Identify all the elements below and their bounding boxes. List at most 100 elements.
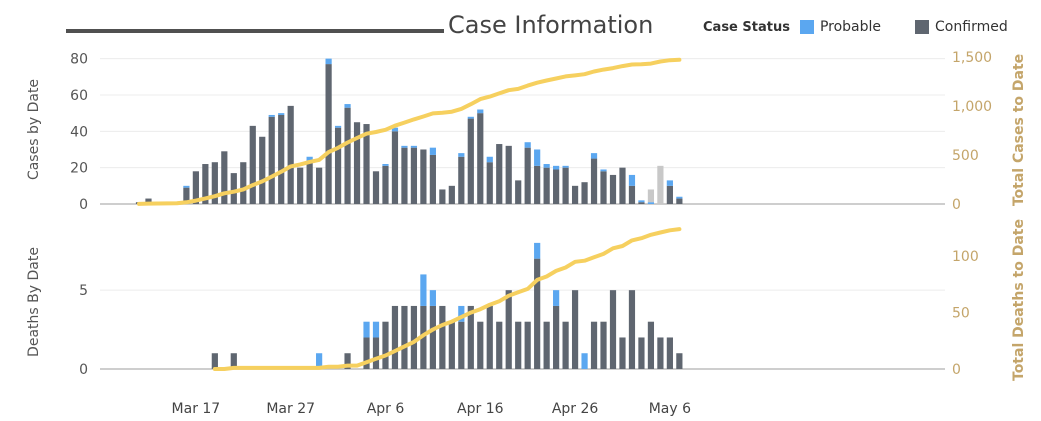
- deaths-bar-confirmed[interactable]: [562, 321, 569, 369]
- deaths-bar-probable[interactable]: [363, 321, 370, 338]
- deaths-bar-confirmed[interactable]: [600, 321, 607, 369]
- deaths-bar-confirmed[interactable]: [230, 353, 237, 369]
- cases-bar-confirmed[interactable]: [401, 147, 408, 204]
- deaths-bar-confirmed[interactable]: [657, 337, 664, 369]
- cases-bar-confirmed[interactable]: [638, 202, 645, 204]
- deaths-bar-confirmed[interactable]: [477, 321, 484, 369]
- cases-bar-probable[interactable]: [334, 125, 342, 128]
- cases-bar-confirmed[interactable]: [448, 185, 455, 204]
- cases-bar-confirmed[interactable]: [590, 158, 598, 204]
- cases-bar-confirmed[interactable]: [562, 167, 569, 204]
- cases-bar-confirmed[interactable]: [571, 185, 579, 204]
- deaths-bar-confirmed[interactable]: [344, 353, 351, 369]
- cases-bar-confirmed[interactable]: [211, 162, 218, 204]
- cases-bar-confirmed[interactable]: [183, 187, 190, 204]
- cases-bar-probable[interactable]: [600, 169, 607, 172]
- cases-bar-confirmed[interactable]: [344, 107, 351, 204]
- cases-bar-confirmed[interactable]: [619, 167, 626, 204]
- cases-bar-probable[interactable]: [647, 202, 655, 204]
- cases-bar-confirmed[interactable]: [382, 165, 389, 204]
- cases-bar-confirmed[interactable]: [325, 64, 332, 205]
- cases-bar-probable[interactable]: [543, 164, 550, 168]
- legend-item-probable[interactable]: Probable: [799, 19, 881, 35]
- cases-bar-confirmed[interactable]: [543, 167, 550, 204]
- deaths-bar-confirmed[interactable]: [486, 305, 493, 369]
- cases-bar-confirmed[interactable]: [202, 164, 209, 204]
- cases-bar-confirmed[interactable]: [221, 151, 228, 204]
- cases-bar-probable[interactable]: [676, 196, 683, 199]
- cases-bar-pending[interactable]: [657, 165, 664, 204]
- cases-bar-confirmed[interactable]: [666, 185, 673, 204]
- cases-bar-probable[interactable]: [524, 142, 531, 148]
- cases-bar-probable[interactable]: [467, 116, 474, 119]
- cases-bar-probable[interactable]: [458, 153, 465, 157]
- cases-bar-confirmed[interactable]: [477, 113, 484, 204]
- deaths-bar-probable[interactable]: [534, 242, 541, 259]
- cases-bar-probable[interactable]: [401, 145, 408, 148]
- deaths-bar-confirmed[interactable]: [666, 337, 673, 369]
- deaths-bar-confirmed[interactable]: [467, 305, 474, 369]
- cases-bar-confirmed[interactable]: [429, 154, 436, 204]
- deaths-bar-confirmed[interactable]: [638, 337, 645, 369]
- deaths-bar-confirmed[interactable]: [505, 290, 512, 369]
- deaths-bar-probable[interactable]: [458, 305, 465, 322]
- deaths-bar-confirmed[interactable]: [391, 305, 399, 369]
- cases-bar-confirmed[interactable]: [515, 180, 522, 204]
- cases-bar-probable[interactable]: [562, 165, 569, 168]
- cases-bar-confirmed[interactable]: [581, 182, 588, 204]
- cases-bar-confirmed[interactable]: [145, 198, 152, 204]
- cases-bar-confirmed[interactable]: [609, 174, 617, 204]
- cases-bar-probable[interactable]: [590, 153, 598, 159]
- cases-bar-probable[interactable]: [410, 145, 418, 148]
- cases-bar-confirmed[interactable]: [486, 162, 493, 204]
- cases-bar-confirmed[interactable]: [287, 105, 294, 204]
- cases-bar-probable[interactable]: [429, 147, 436, 155]
- cases-bar-probable[interactable]: [477, 109, 484, 114]
- cases-bar-confirmed[interactable]: [334, 127, 342, 204]
- deaths-bar-confirmed[interactable]: [590, 321, 598, 369]
- deaths-bar-confirmed[interactable]: [534, 258, 541, 369]
- cases-bar-confirmed[interactable]: [391, 131, 399, 204]
- cases-cumulative-line[interactable]: [137, 57, 682, 206]
- deaths-bar-confirmed[interactable]: [553, 305, 560, 369]
- deaths-bar-confirmed[interactable]: [619, 337, 626, 369]
- deaths-bar-confirmed[interactable]: [448, 321, 455, 369]
- deaths-bar-confirmed[interactable]: [628, 290, 636, 369]
- cases-bar-confirmed[interactable]: [458, 156, 465, 204]
- cases-bar-confirmed[interactable]: [297, 167, 304, 204]
- deaths-bar-confirmed[interactable]: [401, 305, 408, 369]
- cases-bar-confirmed[interactable]: [316, 167, 323, 204]
- cases-bar-probable[interactable]: [486, 156, 493, 163]
- cases-bar-probable[interactable]: [278, 113, 285, 115]
- deaths-bar-probable[interactable]: [316, 353, 323, 369]
- cases-bar-confirmed[interactable]: [192, 171, 199, 204]
- cases-bar-probable[interactable]: [382, 164, 389, 166]
- deaths-bar-confirmed[interactable]: [647, 321, 655, 369]
- cases-bar-probable[interactable]: [268, 114, 275, 117]
- cases-bar-confirmed[interactable]: [372, 171, 380, 204]
- deaths-bar-probable[interactable]: [420, 274, 427, 306]
- cases-bar-confirmed[interactable]: [534, 165, 541, 204]
- deaths-bar-confirmed[interactable]: [496, 321, 503, 369]
- cases-bar-probable[interactable]: [666, 180, 673, 186]
- deaths-bar-confirmed[interactable]: [410, 305, 418, 369]
- cases-bar-confirmed[interactable]: [240, 162, 247, 204]
- cases-bar-confirmed[interactable]: [420, 149, 427, 204]
- cases-bar-probable[interactable]: [391, 127, 399, 132]
- deaths-bar-probable[interactable]: [553, 290, 560, 306]
- cases-bar-confirmed[interactable]: [230, 173, 237, 204]
- cases-bar-confirmed[interactable]: [363, 124, 370, 204]
- cases-bar-confirmed[interactable]: [306, 160, 313, 204]
- cases-bar-confirmed[interactable]: [600, 171, 607, 204]
- cases-bar-confirmed[interactable]: [268, 116, 275, 204]
- deaths-bar-confirmed[interactable]: [429, 305, 436, 369]
- deaths-bar-probable[interactable]: [581, 353, 588, 369]
- deaths-bar-confirmed[interactable]: [571, 290, 579, 369]
- cases-bar-confirmed[interactable]: [467, 118, 474, 204]
- legend-item-confirmed[interactable]: Confirmed: [915, 19, 1008, 35]
- cases-bar-confirmed[interactable]: [496, 144, 503, 204]
- cases-bar-pending[interactable]: [647, 189, 655, 203]
- cases-bar-confirmed[interactable]: [553, 169, 560, 204]
- deaths-bar-confirmed[interactable]: [439, 305, 446, 369]
- cases-bar-probable[interactable]: [344, 104, 351, 108]
